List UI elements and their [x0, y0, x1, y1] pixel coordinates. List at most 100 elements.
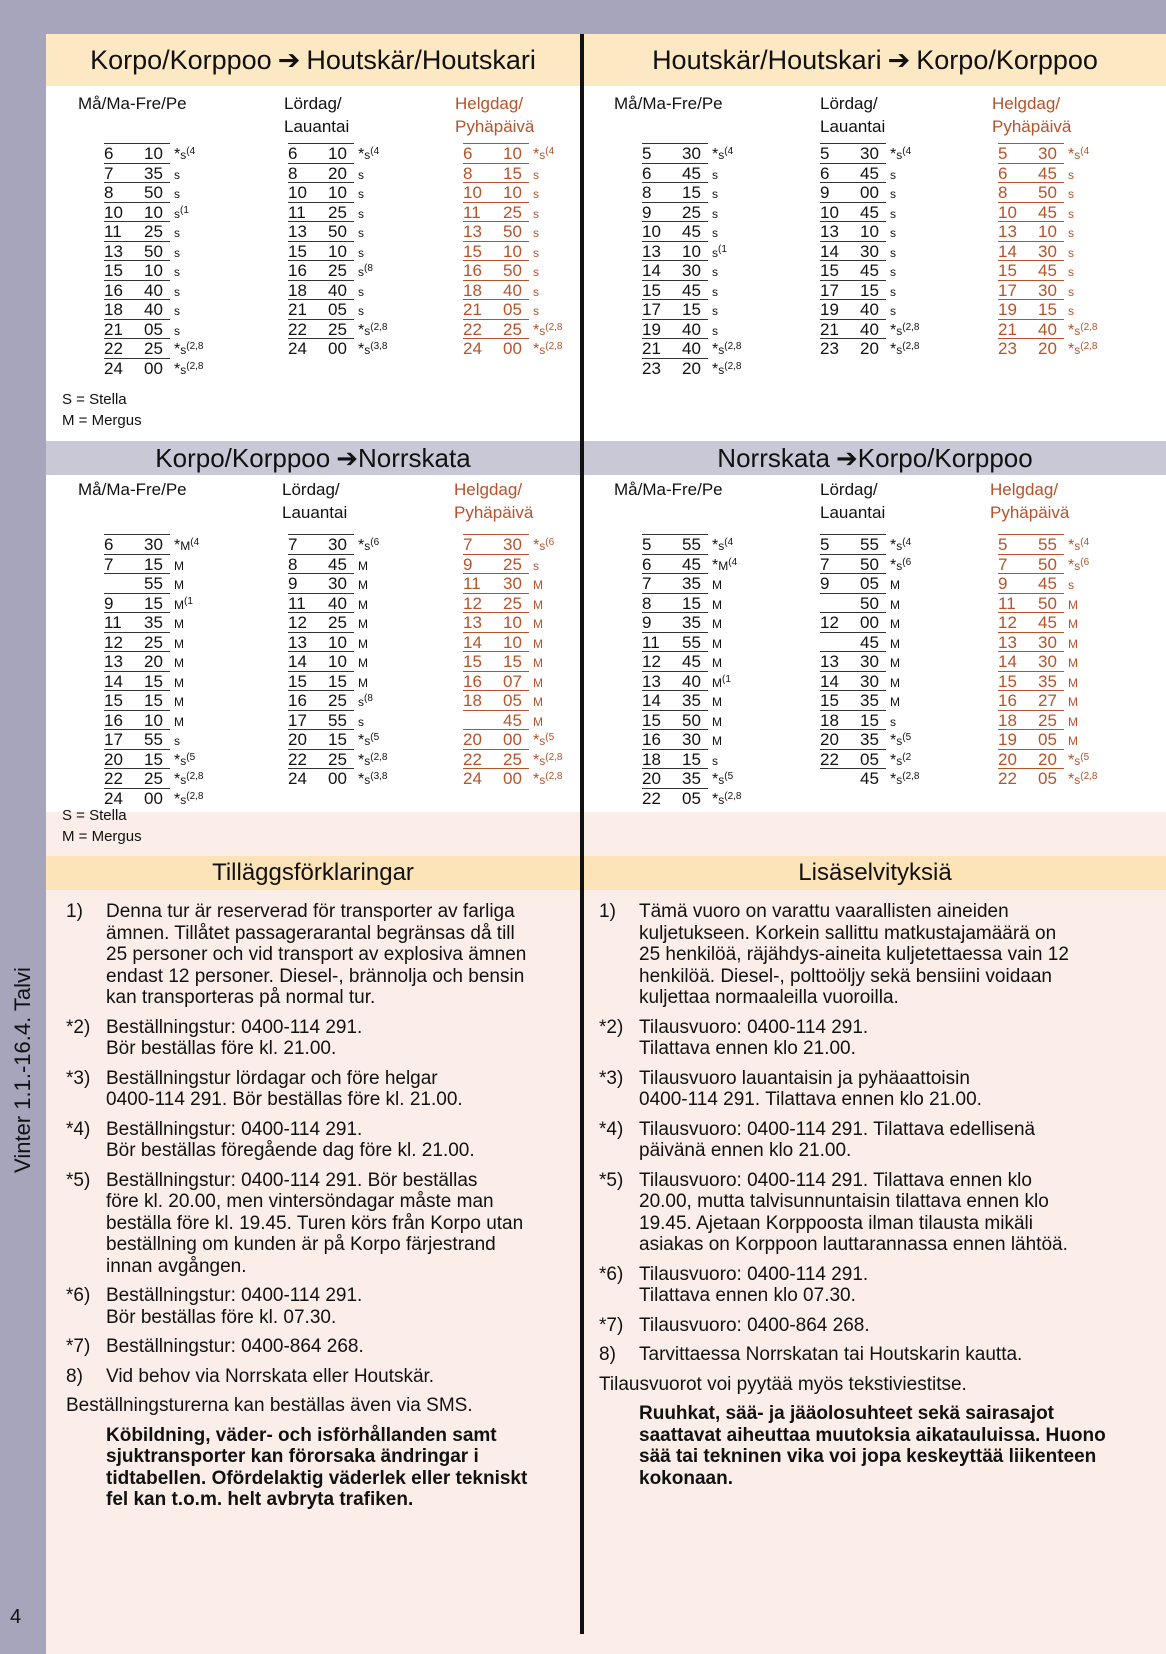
departure-hour: 6 — [104, 535, 114, 554]
header-from: Norrskata — [717, 442, 830, 473]
departure-minute: 15 — [503, 163, 522, 183]
departure-hour: 12 — [463, 593, 482, 613]
vessel-code: s — [718, 362, 725, 377]
row-underline — [642, 299, 708, 300]
departure-hour: 8 — [104, 183, 114, 202]
departure-flags: M — [890, 670, 900, 693]
footnote-ref: (8 — [364, 693, 373, 704]
departure-minute: 30 — [682, 261, 701, 280]
booking-star: * — [712, 146, 719, 163]
departure-flags: s — [712, 162, 718, 185]
departure-minute: 25 — [503, 554, 522, 574]
departure-minute: 25 — [328, 202, 347, 222]
footnote-item: 8) Tarvittaessa Norrskatan tai Houtskarin… — [599, 1344, 1099, 1366]
row-underline — [463, 592, 529, 594]
departure-flags: s — [712, 298, 718, 321]
footnote-ref: (5 — [902, 732, 912, 743]
vessel-code: M — [358, 578, 368, 592]
footnote-line: Vid behov via Norrskata eller Houtskär. — [106, 1365, 435, 1387]
departure-flags: *s(6 — [358, 533, 379, 556]
departure-minute: 45 — [682, 163, 701, 183]
row-underline — [642, 729, 708, 730]
departure-flags: s — [358, 240, 364, 263]
row-underline — [998, 651, 1064, 652]
footnote-ref: (5 — [724, 771, 734, 782]
vessel-code: s — [533, 167, 539, 182]
departure-minute: 00 — [860, 613, 879, 632]
vessel-code: s — [539, 734, 546, 748]
vessel-code: s — [174, 167, 180, 182]
departure-flags: M — [533, 631, 543, 654]
departure-hour: 19 — [642, 319, 661, 339]
departure-minute: 05 — [860, 574, 879, 593]
vessel-code: s — [174, 187, 180, 201]
departure-flags: s — [890, 201, 896, 224]
vessel-code: s — [896, 343, 903, 357]
departure-flags: *s(5 — [712, 767, 733, 790]
arrow-right-icon: ➔ — [887, 44, 911, 75]
departure-flags: s — [1068, 201, 1074, 224]
departure-hour: 13 — [820, 652, 839, 671]
departure-flags: M(1 — [174, 592, 193, 615]
departure-minute: 55 — [682, 535, 701, 554]
departure-minute: 35 — [682, 769, 701, 788]
departure-minute: 07 — [503, 671, 522, 691]
footnote-number: *2) — [599, 1016, 624, 1038]
departure-minute: 30 — [860, 241, 879, 261]
departure-minute: 50 — [860, 593, 879, 613]
vessel-code: s — [718, 148, 725, 162]
row-underline — [642, 592, 708, 594]
row-underline — [104, 729, 170, 730]
departure-minute: 15 — [144, 691, 163, 710]
departure-hour: 18 — [104, 300, 123, 319]
vessel-code: s — [896, 734, 903, 748]
departure-minute: 45 — [682, 554, 701, 574]
footnote-ref: (4 — [190, 537, 200, 548]
row-underline — [642, 631, 708, 633]
footnote-ref: (2,8 — [370, 751, 388, 763]
departure-hour: 23 — [820, 339, 839, 358]
footnote-line: kan transporteras på normal tur. — [106, 987, 376, 1008]
departure-minute: 45 — [682, 222, 701, 241]
vessel-code: M — [1068, 636, 1078, 651]
footnote-ref: (4 — [1080, 537, 1090, 548]
vessel-code: s — [180, 362, 187, 377]
vessel-code: M — [174, 695, 184, 709]
departure-minute: 40 — [1038, 319, 1057, 339]
vessel-code: s — [712, 304, 718, 318]
footnote-number: 1) — [599, 901, 616, 922]
row-underline — [288, 534, 354, 535]
departure-minute: 35 — [682, 691, 701, 710]
row-underline — [288, 279, 354, 281]
row-underline — [288, 338, 354, 339]
departure-flags: s — [358, 201, 364, 224]
departure-hour: 21 — [998, 319, 1017, 339]
departure-flags: *s(2,8 — [712, 787, 741, 810]
footnote-ref: (2,8 — [724, 341, 742, 352]
row-underline — [998, 573, 1064, 574]
departure-flags: M — [1068, 650, 1078, 673]
departure-hour: 15 — [820, 261, 839, 280]
departure-flags: *s(2,8 — [1068, 767, 1097, 790]
booking-star: * — [358, 146, 365, 163]
departure-hour: 5 — [820, 535, 830, 554]
row-underline — [820, 279, 886, 281]
row-underline — [998, 143, 1064, 144]
departure-minute: 30 — [682, 730, 701, 749]
row-underline — [998, 729, 1064, 730]
departure-hour: 7 — [642, 574, 652, 593]
departure-flags: M — [174, 689, 184, 712]
booking-star: * — [174, 341, 181, 358]
departure-minute: 00 — [328, 339, 347, 358]
vessel-code: s — [364, 753, 371, 768]
row-underline — [104, 631, 170, 633]
row-underline — [642, 338, 708, 339]
departure-hour: 13 — [288, 632, 307, 652]
booking-star: * — [1068, 321, 1075, 339]
timetable-panel — [46, 34, 1166, 812]
row-underline — [998, 260, 1064, 261]
warning-line: tidtabellen. Ofördelaktig väderlek eller… — [106, 1467, 528, 1489]
departure-minute: 00 — [860, 183, 879, 202]
departure-minute: 25 — [503, 593, 522, 613]
departure-minute: 30 — [860, 652, 879, 671]
